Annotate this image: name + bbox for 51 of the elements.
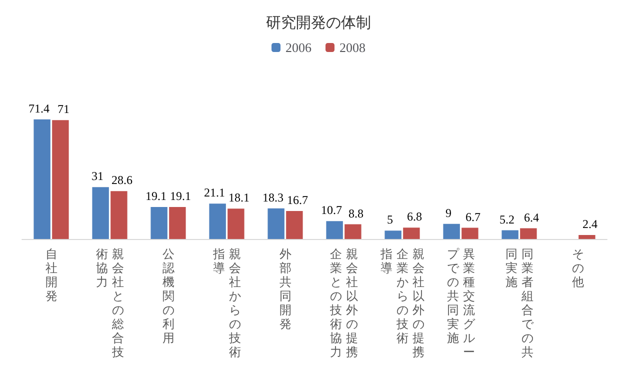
bar (443, 224, 460, 239)
x-tick-label: 公認機関の利用 (162, 247, 175, 347)
bar (326, 221, 343, 239)
data-label: 10.7 (321, 203, 342, 218)
x-tick-label: 自社開発 (44, 247, 58, 305)
category-label: 同業者組合での共同実施 (505, 247, 534, 359)
data-label: 19.1 (170, 189, 191, 204)
category-label: 親会社からの技術指導 (212, 247, 241, 359)
legend-label: 2008 (340, 40, 366, 55)
category-label: 異業種交流グループでの共同実施 (446, 247, 475, 359)
data-label: 8.8 (348, 206, 364, 220)
data-label: 6.7 (465, 210, 480, 224)
bar (150, 207, 168, 239)
data-label: 5.2 (500, 212, 515, 226)
data-label: 6.8 (406, 210, 422, 224)
bar (462, 228, 478, 239)
bar (578, 234, 596, 239)
data-label: 2.4 (582, 216, 598, 231)
bar (384, 230, 402, 239)
x-tick-label: 外部共同開発 (278, 247, 292, 333)
data-label: 18.3 (262, 190, 284, 204)
bar (502, 230, 518, 239)
bar (268, 208, 284, 239)
bar (228, 208, 244, 239)
data-label: 71 (57, 102, 70, 116)
data-label: 16.7 (286, 193, 308, 208)
data-label: 9 (446, 206, 452, 220)
category-label: 親会社との総合技術協力 (96, 247, 124, 359)
bar (52, 120, 69, 239)
bar (209, 204, 226, 239)
data-label: 19.1 (146, 189, 167, 204)
bar (169, 207, 186, 239)
chart-title: 研究開発の体制 (266, 14, 371, 32)
bar (34, 119, 50, 239)
data-label: 18.1 (228, 190, 250, 205)
bar (520, 228, 537, 239)
category-label: 親会社以外の提携企業からの技術指導 (380, 247, 424, 359)
bar (344, 224, 362, 239)
bar (110, 191, 128, 239)
data-label: 21.1 (204, 186, 226, 200)
data-label: 6.4 (524, 210, 539, 224)
x-tick-label: その他 (571, 247, 584, 291)
data-label: 71.4 (28, 101, 50, 116)
legend-label: 2006 (286, 40, 312, 55)
data-label: 5 (387, 212, 394, 227)
category-label: 親会社以外の提携企業との技術協力 (330, 247, 358, 359)
bar (403, 228, 420, 239)
bar (92, 187, 109, 239)
data-label: 28.6 (111, 173, 132, 188)
bar (286, 211, 303, 239)
data-label: 31 (92, 169, 104, 184)
